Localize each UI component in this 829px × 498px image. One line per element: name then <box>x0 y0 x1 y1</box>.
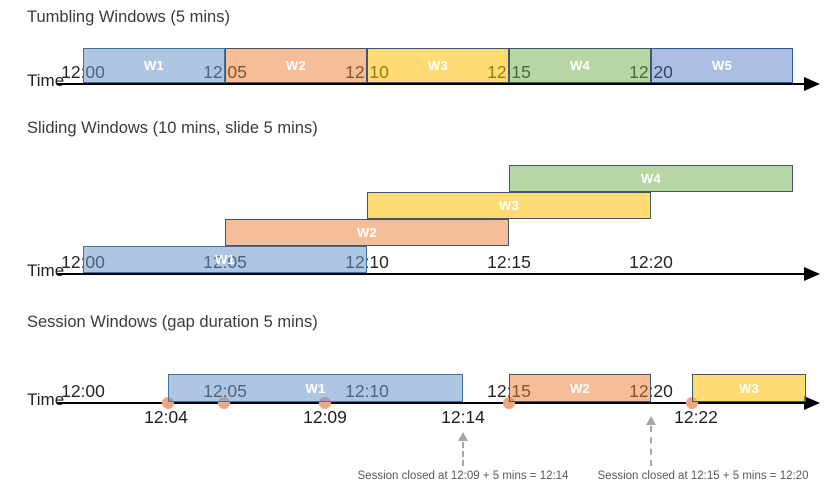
window-w1: W1 <box>83 246 367 273</box>
window-w2: W2 <box>509 374 651 402</box>
time-tick-label: 12:20 <box>629 252 673 272</box>
window-w1: W1 <box>168 374 463 402</box>
window-w3: W3 <box>692 374 806 402</box>
window-label: W1 <box>143 58 165 73</box>
tumbling-windows-title: Tumbling Windows (5 mins) <box>27 8 230 26</box>
window-w2: W2 <box>225 219 509 246</box>
event-time-label: 12:14 <box>441 407 485 427</box>
session-close-arrow-icon <box>646 416 656 425</box>
window-label: W3 <box>498 198 520 213</box>
window-label: W1 <box>305 380 326 396</box>
window-w2: W2 <box>225 48 367 83</box>
session-time-axis-label: Time <box>27 390 65 409</box>
session-windows-title: Session Windows (gap duration 5 mins) <box>27 313 318 331</box>
session-close-arrow-stem <box>462 442 464 466</box>
sliding-windows-timeline <box>57 273 806 275</box>
window-w3: W3 <box>367 48 509 83</box>
session-close-annotation: Session closed at 12:15 + 5 mins = 12:20 <box>597 470 809 482</box>
sliding-windows-timeline-arrowhead-icon <box>804 267 820 281</box>
session-windows-timeline-arrowhead-icon <box>804 396 820 410</box>
window-label: W2 <box>569 380 591 396</box>
window-label: W2 <box>285 58 307 73</box>
event-time-label: 12:22 <box>674 407 718 427</box>
tumbling-windows-timeline-arrowhead-icon <box>804 77 820 91</box>
time-tick-label: 12:15 <box>487 252 531 272</box>
sliding-windows-title: Sliding Windows (10 mins, slide 5 mins) <box>27 119 318 137</box>
window-label: W2 <box>356 225 378 240</box>
session-close-arrow-icon <box>458 432 468 441</box>
window-w4: W4 <box>509 165 793 192</box>
session-close-arrow-stem <box>650 426 652 466</box>
window-w3: W3 <box>367 192 651 219</box>
event-time-label: 12:09 <box>303 407 347 427</box>
session-close-annotation: Session closed at 12:09 + 5 mins = 12:14 <box>357 470 569 482</box>
session-windows-timeline <box>57 402 806 404</box>
window-label: W1 <box>214 252 236 267</box>
window-w1: W1 <box>83 48 225 83</box>
window-label: W5 <box>711 58 733 73</box>
window-label: W3 <box>427 58 449 73</box>
tumbling-time-axis-label: Time <box>27 71 65 90</box>
tumbling-windows-timeline <box>57 83 806 85</box>
sliding-time-axis-label: Time <box>27 261 65 280</box>
event-time-label: 12:04 <box>144 407 188 427</box>
time-tick-label: 12:00 <box>61 381 105 401</box>
window-label: W4 <box>569 58 591 73</box>
window-w4: W4 <box>509 48 651 83</box>
window-label: W4 <box>640 171 662 186</box>
window-w5: W5 <box>651 48 793 83</box>
window-label: W3 <box>738 380 760 396</box>
